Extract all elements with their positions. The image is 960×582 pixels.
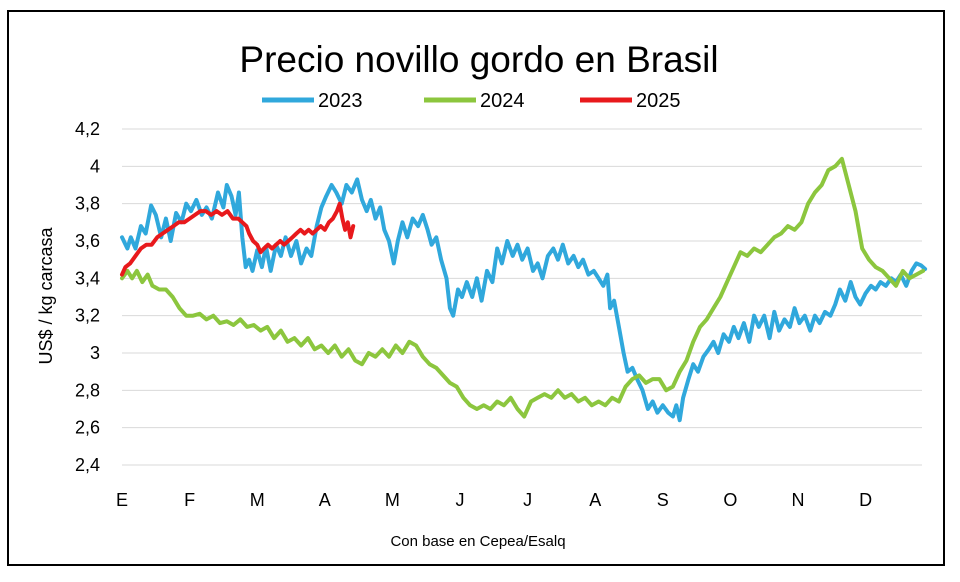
- y-tick-label: 2,8: [75, 380, 100, 400]
- x-tick-label: M: [385, 490, 400, 510]
- y-tick-label: 4: [90, 156, 100, 176]
- x-tick-label: N: [792, 490, 805, 510]
- y-tick-label: 3,8: [75, 194, 100, 214]
- chart-title: Precio novillo gordo en Brasil: [239, 39, 718, 80]
- series-line-2023: [120, 177, 928, 423]
- x-tick-label: J: [456, 490, 465, 510]
- x-tick-label: D: [859, 490, 872, 510]
- legend: 2023 2024 2025: [262, 90, 681, 112]
- series-lines: [120, 156, 928, 423]
- y-tick-label: 2,6: [75, 418, 100, 438]
- y-tick-label: 3: [90, 343, 100, 363]
- x-tick-label: A: [589, 490, 601, 510]
- x-tick-label: M: [250, 490, 265, 510]
- x-tick-label: S: [657, 490, 669, 510]
- series-line-2025: [120, 201, 356, 277]
- y-tick-label: 3,4: [75, 268, 100, 288]
- series-line-2024: [120, 156, 926, 419]
- y-tick-labels: 2,4 2,6 2,8 3 3,2 3,4 3,6 3,8 4 4,2: [75, 119, 100, 475]
- x-tick-label: A: [319, 490, 331, 510]
- source-note: Con base en Cepea/Esalq: [390, 533, 565, 550]
- y-tick-label: 3,2: [75, 306, 100, 326]
- legend-label-2025: 2025: [636, 90, 681, 112]
- y-tick-label: 3,6: [75, 231, 100, 251]
- legend-label-2023: 2023: [318, 90, 363, 112]
- x-tick-label: O: [723, 490, 737, 510]
- legend-label-2024: 2024: [480, 90, 525, 112]
- y-tick-label: 4,2: [75, 119, 100, 139]
- y-axis-label: US$ / kg carcasa: [36, 226, 56, 364]
- y-tick-label: 2,4: [75, 455, 100, 475]
- x-tick-label: E: [116, 490, 128, 510]
- x-tick-label: F: [184, 490, 195, 510]
- x-tick-label: J: [523, 490, 532, 510]
